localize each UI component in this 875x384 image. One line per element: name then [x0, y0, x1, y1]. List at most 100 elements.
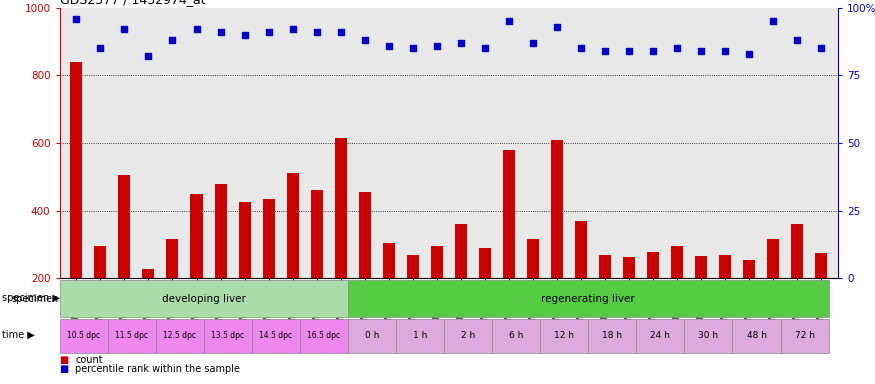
- Text: ■: ■: [60, 364, 69, 374]
- Bar: [382, 243, 395, 278]
- Text: 48 h: 48 h: [746, 331, 766, 341]
- Text: regenerating liver: regenerating liver: [542, 293, 635, 304]
- Point: [454, 40, 468, 46]
- Bar: [816, 253, 828, 278]
- Point: [117, 26, 131, 32]
- Bar: [492, 319, 540, 353]
- Text: 1 h: 1 h: [413, 331, 427, 341]
- Bar: [407, 255, 419, 278]
- Text: count: count: [75, 355, 103, 365]
- Bar: [108, 319, 156, 353]
- Bar: [252, 319, 300, 353]
- Bar: [588, 319, 636, 353]
- Bar: [191, 194, 202, 278]
- Text: 12 h: 12 h: [554, 331, 574, 341]
- Bar: [623, 257, 635, 278]
- Bar: [648, 252, 659, 278]
- Bar: [540, 319, 588, 353]
- Bar: [684, 319, 732, 353]
- Bar: [671, 246, 683, 278]
- Text: specimen ▶: specimen ▶: [2, 293, 60, 303]
- Bar: [287, 174, 298, 278]
- Text: 12.5 dpc: 12.5 dpc: [163, 331, 196, 341]
- Bar: [479, 248, 491, 278]
- Point: [69, 15, 83, 22]
- Point: [214, 29, 228, 35]
- Text: time ▶: time ▶: [2, 330, 34, 340]
- Text: 14.5 dpc: 14.5 dpc: [259, 331, 292, 341]
- Text: 24 h: 24 h: [650, 331, 670, 341]
- Bar: [599, 255, 611, 278]
- Text: 16.5 dpc: 16.5 dpc: [307, 331, 340, 341]
- Bar: [444, 319, 492, 353]
- Bar: [791, 224, 803, 278]
- Text: developing liver: developing liver: [162, 293, 246, 304]
- Bar: [551, 140, 563, 278]
- Bar: [156, 319, 204, 353]
- Bar: [300, 319, 348, 353]
- Text: ■: ■: [60, 355, 69, 365]
- Point: [502, 18, 516, 24]
- Bar: [94, 246, 107, 278]
- Bar: [204, 319, 252, 353]
- Bar: [262, 199, 275, 278]
- Point: [622, 48, 636, 54]
- Bar: [430, 246, 443, 278]
- Point: [598, 48, 612, 54]
- Bar: [166, 240, 178, 278]
- Point: [406, 45, 420, 51]
- Bar: [503, 150, 515, 278]
- Point: [815, 45, 829, 51]
- Bar: [455, 224, 467, 278]
- Bar: [348, 280, 829, 317]
- Bar: [335, 138, 346, 278]
- Point: [742, 51, 756, 57]
- Point: [333, 29, 347, 35]
- Bar: [60, 319, 108, 353]
- Point: [142, 53, 156, 60]
- Bar: [575, 221, 587, 278]
- Text: percentile rank within the sample: percentile rank within the sample: [75, 364, 241, 374]
- Bar: [780, 319, 829, 353]
- Bar: [70, 62, 82, 278]
- Bar: [719, 255, 732, 278]
- Point: [766, 18, 780, 24]
- Point: [790, 37, 804, 43]
- Bar: [696, 257, 707, 278]
- Text: 11.5 dpc: 11.5 dpc: [116, 331, 148, 341]
- Bar: [396, 319, 444, 353]
- Bar: [60, 280, 348, 317]
- Point: [670, 45, 684, 51]
- Point: [262, 29, 276, 35]
- Text: 13.5 dpc: 13.5 dpc: [211, 331, 244, 341]
- Bar: [767, 240, 780, 278]
- Point: [358, 37, 372, 43]
- Point: [694, 48, 708, 54]
- Bar: [118, 175, 130, 278]
- Point: [238, 32, 252, 38]
- Bar: [527, 240, 539, 278]
- Text: 10.5 dpc: 10.5 dpc: [67, 331, 100, 341]
- Bar: [214, 184, 227, 278]
- Point: [478, 45, 492, 51]
- Point: [165, 37, 179, 43]
- Point: [94, 45, 108, 51]
- Point: [718, 48, 732, 54]
- Text: 30 h: 30 h: [698, 331, 718, 341]
- Point: [574, 45, 588, 51]
- Point: [310, 29, 324, 35]
- Text: GDS2577 / 1432974_at: GDS2577 / 1432974_at: [60, 0, 205, 7]
- Text: 0 h: 0 h: [365, 331, 379, 341]
- Point: [190, 26, 204, 32]
- Bar: [143, 269, 155, 278]
- Text: 72 h: 72 h: [794, 331, 815, 341]
- Bar: [732, 319, 780, 353]
- Bar: [636, 319, 684, 353]
- Bar: [239, 202, 250, 278]
- Bar: [311, 190, 323, 278]
- Bar: [743, 260, 755, 278]
- Point: [382, 43, 396, 49]
- Point: [430, 43, 444, 49]
- Text: 2 h: 2 h: [461, 331, 475, 341]
- Bar: [359, 192, 371, 278]
